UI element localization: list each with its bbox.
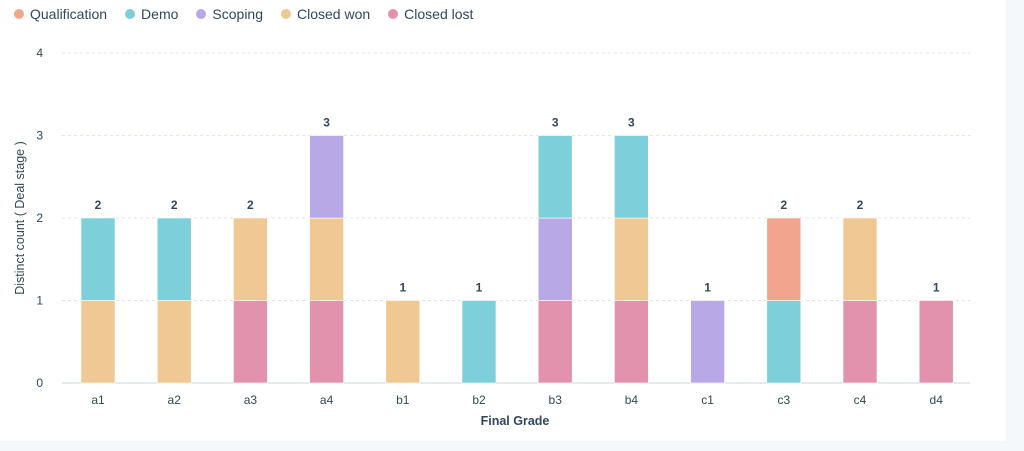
legend-label: Closed won <box>297 6 371 22</box>
bar-total-label-a2: 2 <box>171 198 178 212</box>
y-tick-label: 2 <box>36 211 43 225</box>
bar-total-labels: 2 2 2 3 1 1 3 3 1 2 2 1 <box>95 116 940 295</box>
legend-swatch <box>196 9 207 19</box>
bar-segment-closed-lost-b3[interactable] <box>537 300 573 384</box>
legend-item-closed-lost[interactable]: Closed lost <box>388 6 473 22</box>
legend-swatch <box>125 9 136 19</box>
bar-segment-closed-lost-a3[interactable] <box>233 300 268 384</box>
bar-segment-closed-won-a4[interactable] <box>309 217 344 301</box>
bar-total-label-b3: 3 <box>552 116 559 130</box>
bar-total-label-c3: 2 <box>780 198 787 212</box>
bars <box>80 135 954 384</box>
x-tick-label: a1 <box>91 393 105 407</box>
bar-segment-qualification-c3[interactable] <box>766 217 802 301</box>
bar-segment-closed-lost-c4[interactable] <box>842 300 878 384</box>
gridlines <box>62 52 970 384</box>
legend-item-closed-won[interactable]: Closed won <box>281 6 370 22</box>
bar-total-label-c4: 2 <box>857 198 864 212</box>
legend-swatch <box>281 9 291 19</box>
bar-total-label-b4: 3 <box>628 116 635 130</box>
bar-total-label-b1: 1 <box>399 281 406 295</box>
legend-item-scoping[interactable]: Scoping <box>196 6 263 22</box>
y-tick-label: 4 <box>36 46 43 60</box>
legend-swatch <box>14 9 24 19</box>
bar-total-label-a1: 2 <box>95 198 102 212</box>
bar-segment-closed-won-a2[interactable] <box>156 300 192 384</box>
legend-label: Qualification <box>30 6 108 22</box>
legend-swatch <box>388 9 399 19</box>
legend-label: Scoping <box>212 6 263 22</box>
bar-segment-demo-b4[interactable] <box>614 135 649 219</box>
x-tick-label: b4 <box>625 393 639 407</box>
y-tick-label: 1 <box>36 294 43 308</box>
x-tick-label: c4 <box>854 393 867 407</box>
x-tick-label: d4 <box>930 393 944 407</box>
chart-panel: Qualification Demo Scoping Closed won Cl… <box>13 6 970 428</box>
x-tick-label: a2 <box>168 393 182 407</box>
bar-total-label-d4: 1 <box>933 281 940 295</box>
y-tick-label: 0 <box>36 376 43 390</box>
bar-segment-scoping-b3[interactable] <box>537 217 573 301</box>
legend-label: Demo <box>141 6 179 22</box>
legend-item-demo[interactable]: Demo <box>125 6 178 22</box>
bar-segment-demo-b2[interactable] <box>461 300 497 384</box>
bar-segment-demo-b3[interactable] <box>537 135 573 219</box>
y-axis-title: Distinct count ( Deal stage ) <box>13 141 27 295</box>
bar-segment-closed-lost-a4[interactable] <box>309 300 344 384</box>
bar-segment-closed-won-c4[interactable] <box>842 217 878 301</box>
x-tick-label: a3 <box>244 393 258 407</box>
bar-segment-closed-won-a3[interactable] <box>233 217 268 301</box>
bar-total-label-c1: 1 <box>704 281 711 295</box>
axes: Final Grade Distinct count ( Deal stage … <box>13 46 943 428</box>
bar-total-label-a4: 3 <box>323 116 330 130</box>
bar-segment-closed-won-a1[interactable] <box>80 300 116 384</box>
y-tick-label: 3 <box>36 129 43 143</box>
bar-segment-demo-c3[interactable] <box>766 300 802 384</box>
x-tick-label: b2 <box>472 393 486 407</box>
x-tick-label: c3 <box>777 393 790 407</box>
x-tick-label: c1 <box>701 393 714 407</box>
bar-segment-closed-lost-b4[interactable] <box>614 300 649 384</box>
legend-label: Closed lost <box>404 6 474 22</box>
bar-segment-demo-a2[interactable] <box>156 217 192 301</box>
x-tick-label: b1 <box>396 393 410 407</box>
bar-segment-closed-lost-d4[interactable] <box>918 300 954 384</box>
stacked-bar-chart: 2 2 2 3 1 1 3 3 1 2 2 1 Final Grade Distinct count … <box>13 46 970 428</box>
bar-total-label-b2: 1 <box>476 281 483 295</box>
bar-segment-scoping-a4[interactable] <box>309 135 344 219</box>
bar-segment-demo-a1[interactable] <box>80 217 116 301</box>
chart-legend: Qualification Demo Scoping Closed won Cl… <box>14 6 473 22</box>
bar-segment-closed-won-b4[interactable] <box>614 217 649 301</box>
bar-segment-scoping-c1[interactable] <box>690 300 725 384</box>
x-tick-label: a4 <box>320 393 334 407</box>
x-tick-label: b3 <box>549 393 563 407</box>
bar-total-label-a3: 2 <box>247 198 254 212</box>
legend-item-qualification[interactable]: Qualification <box>14 6 107 22</box>
x-axis-title: Final Grade <box>481 414 550 428</box>
bar-segment-closed-won-b1[interactable] <box>385 300 421 384</box>
